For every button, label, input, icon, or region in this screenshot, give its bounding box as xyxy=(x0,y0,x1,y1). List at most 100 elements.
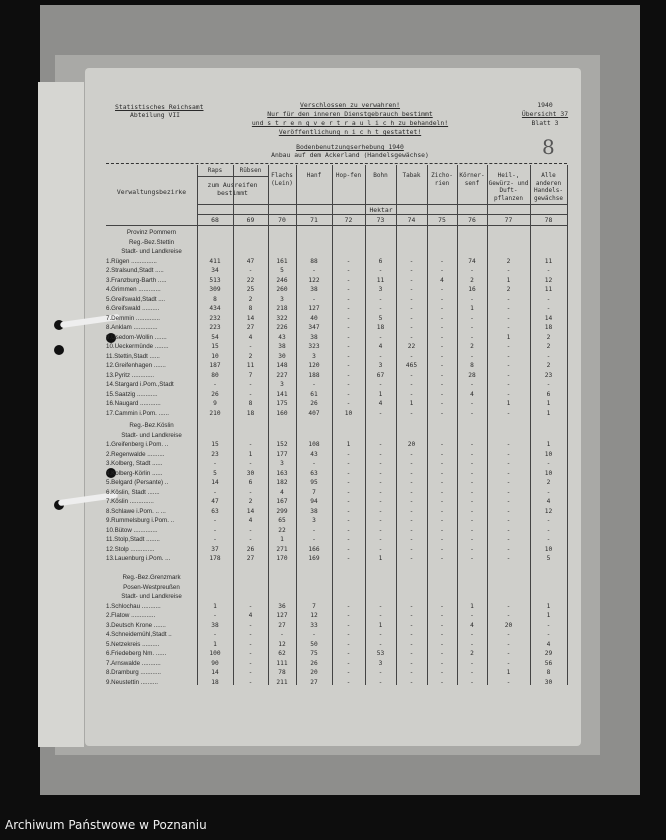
table-cell: - xyxy=(546,305,551,312)
table-cell: 1 xyxy=(506,333,511,341)
table-cell: - xyxy=(248,669,253,676)
table-cell: - xyxy=(506,371,511,379)
handwritten-page-number: 8 xyxy=(542,135,555,159)
table-cell: - xyxy=(312,295,316,303)
table-cell: - xyxy=(506,343,511,350)
table-cell: 1 xyxy=(346,441,351,448)
table-cell: - xyxy=(213,460,217,467)
table-cell: 5 xyxy=(213,469,217,477)
table-cell: 169 xyxy=(308,555,320,562)
table-cell: - xyxy=(248,631,253,638)
table-cell: 2 xyxy=(546,333,551,341)
table-cell: 18 xyxy=(376,324,385,331)
table-cell: 29 xyxy=(544,650,553,657)
table-cell: 166 xyxy=(308,545,320,553)
table-cell: - xyxy=(470,469,474,477)
column-divider xyxy=(296,165,297,685)
table-cell: - xyxy=(346,400,351,407)
table-cell: 6 xyxy=(378,257,383,265)
table-cell: 26 xyxy=(246,545,255,553)
table-cell: - xyxy=(506,479,511,486)
table-cell: - xyxy=(409,409,414,417)
table-cell: 127 xyxy=(276,612,288,619)
column-header: Heil-, Gewürz- und Duft-pflanzen xyxy=(488,172,529,202)
binder-strip xyxy=(38,82,84,747)
table-cell: 11 xyxy=(544,257,553,265)
table-cell: 26 xyxy=(310,659,318,667)
table-cell: 43 xyxy=(310,450,318,458)
table-cell: - xyxy=(248,536,253,543)
table-cell: 36 xyxy=(278,602,286,610)
table-cell: - xyxy=(506,295,511,303)
table-cell: - xyxy=(409,390,414,398)
table-cell: - xyxy=(378,517,383,524)
table-cell: 3 xyxy=(280,460,284,467)
table-cell: - xyxy=(409,669,414,676)
column-number: 74 xyxy=(407,216,416,224)
header-rule xyxy=(197,214,567,215)
table-cell: - xyxy=(440,469,444,477)
table-cell: - xyxy=(312,631,316,638)
table-cell: - xyxy=(440,602,444,610)
table-row: 4.Schneidemühl,Stadt .. - - - - - - - - - - - xyxy=(106,630,567,640)
table-cell: - xyxy=(346,381,351,388)
table-cell: 1 xyxy=(213,602,217,610)
section-heading: Provinz Pommern xyxy=(106,228,567,238)
table-cell: 3 xyxy=(280,381,284,388)
table-row: 5.Belgard (Persante) .. 14 6 182 95 - - - - - - 2 xyxy=(106,478,567,488)
table-cell: 2 xyxy=(470,650,474,657)
table-cell: - xyxy=(506,381,511,388)
table-cell: - xyxy=(506,640,511,648)
table-cell: 6 xyxy=(546,390,551,398)
table-cell: 63 xyxy=(310,469,318,477)
district-name: 3.Franzburg-Barth ..... xyxy=(106,276,167,284)
table-cell: 3 xyxy=(378,362,383,369)
table-cell: - xyxy=(409,640,414,648)
table-cell: 47 xyxy=(211,498,219,505)
table-cell: - xyxy=(506,362,511,369)
table-cell: 34 xyxy=(211,267,219,274)
district-name: 1.Schlochau ........... xyxy=(106,602,161,610)
table-cell: 88 xyxy=(310,257,318,265)
column-number: 70 xyxy=(278,216,286,224)
table-cell: - xyxy=(409,371,414,379)
district-name: 1.Greifenberg i.Pom. .. xyxy=(106,441,169,448)
table-cell: - xyxy=(440,498,444,505)
table-cell: 4 xyxy=(280,488,284,496)
table-cell: 26 xyxy=(310,400,318,407)
district-name: 5.Netzekreis .......... xyxy=(106,640,160,648)
table-cell: - xyxy=(378,678,383,686)
table-cell: - xyxy=(440,257,444,265)
table-cell: 4 xyxy=(248,612,253,619)
table-cell: - xyxy=(346,324,351,331)
table-cell: 232 xyxy=(209,314,221,322)
table-cell: - xyxy=(346,507,351,515)
table-cell: 74 xyxy=(468,257,476,265)
table-cell: - xyxy=(506,305,511,312)
table-cell: - xyxy=(378,305,383,312)
table-cell: 95 xyxy=(310,479,318,486)
table-cell: 40 xyxy=(310,314,318,322)
table-row: 3.Deutsch Krone ....... 38 - 27 33 - 1 - - 4 20 - xyxy=(106,621,567,631)
table-cell: - xyxy=(346,371,351,379)
table-row: 1.Greifenberg i.Pom. .. 15 - 152 108 1 - 20 - - - 1 xyxy=(106,440,567,450)
district-name: 8.Schlawe i.Pom. .. ... xyxy=(106,507,166,515)
table-cell: - xyxy=(346,650,351,657)
column-header: Tabak xyxy=(402,172,421,179)
table-cell: 4 xyxy=(470,621,474,629)
table-cell: 210 xyxy=(209,409,221,417)
table-cell: - xyxy=(506,517,511,524)
table-cell: - xyxy=(506,536,511,543)
table-cell: 12 xyxy=(544,507,553,515)
table-cell: - xyxy=(440,460,444,467)
table-cell: - xyxy=(470,409,474,417)
table-cell: - xyxy=(378,669,383,676)
table-cell: - xyxy=(248,343,253,350)
table-cell: - xyxy=(409,314,414,322)
table-cell: 62 xyxy=(278,650,286,657)
section-heading-text: Stadt- und Landkreise xyxy=(121,248,182,255)
table-cell: 2 xyxy=(248,498,253,505)
table-cell: 1 xyxy=(248,450,253,458)
table-cell: - xyxy=(440,352,444,360)
table-cell: - xyxy=(506,526,511,534)
